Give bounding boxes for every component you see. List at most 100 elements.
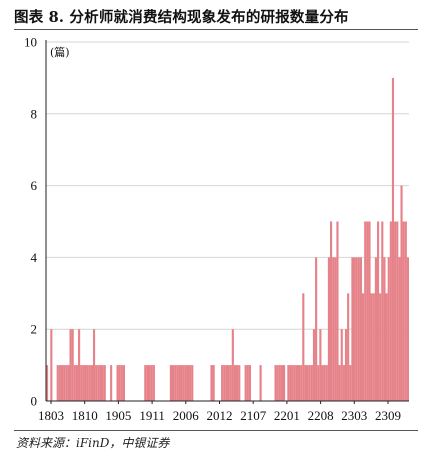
bar (82, 365, 85, 401)
bar (329, 221, 333, 401)
bar (280, 365, 284, 401)
bar (372, 293, 375, 401)
bar (174, 365, 177, 401)
bar (357, 257, 360, 401)
y-unit-label: (篇) (50, 45, 70, 59)
bar (191, 365, 194, 401)
bar (120, 365, 123, 401)
bar (180, 365, 183, 401)
bar (349, 365, 352, 401)
y-tick-label: 0 (31, 394, 38, 409)
bar (317, 365, 320, 401)
bar (169, 365, 172, 401)
bar (84, 365, 87, 401)
bar (144, 365, 147, 401)
x-tick-label: 2303 (341, 408, 367, 423)
x-tick-label: 1905 (105, 408, 131, 423)
x-tick-label: 1911 (139, 408, 165, 423)
bar (46, 365, 49, 401)
x-tick-label: 2006 (173, 408, 200, 423)
bar (351, 257, 354, 401)
bar (383, 257, 386, 401)
x-tick-label: 2201 (274, 408, 300, 423)
y-tick-label: 4 (31, 250, 38, 265)
bar (338, 365, 341, 401)
bar (259, 365, 262, 401)
bar (97, 365, 100, 401)
x-tick-label: 1803 (38, 408, 64, 423)
bar (379, 293, 382, 401)
bar (347, 293, 350, 401)
bar (364, 221, 367, 401)
bar (340, 329, 343, 401)
y-tick-label: 2 (31, 322, 38, 337)
source-note: 资料来源：iFinD，中银证券 (16, 436, 170, 450)
bar (186, 365, 190, 401)
bar (178, 365, 181, 401)
bar (278, 365, 281, 401)
bar (184, 365, 187, 401)
bar (291, 365, 294, 401)
x-tick-label: 2012 (207, 408, 233, 423)
gridlines (46, 41, 409, 330)
bar (63, 365, 66, 401)
bar (110, 365, 113, 401)
bar (122, 365, 126, 401)
bar (101, 365, 104, 401)
bar (223, 365, 226, 401)
bar (295, 365, 298, 401)
bar (227, 365, 230, 401)
bar (374, 257, 377, 401)
bar (146, 365, 149, 401)
bar (342, 365, 345, 401)
bar (353, 257, 356, 401)
bar (385, 293, 388, 401)
bar (321, 365, 324, 401)
bar (362, 293, 365, 401)
bar (306, 365, 309, 401)
bar (366, 221, 369, 401)
bar (359, 257, 363, 401)
bar (334, 257, 337, 401)
bar (336, 221, 339, 401)
bar (376, 221, 380, 401)
bar (116, 365, 119, 401)
x-tick-labels: 1803 1810 1905 1911 2006 2012 2107 2201 2208 2303… (38, 408, 401, 423)
bar (344, 329, 348, 401)
bar (90, 365, 93, 401)
bar (212, 365, 215, 401)
y-tick-label: 6 (31, 178, 38, 193)
bar (400, 185, 403, 401)
x-tick-label: 2208 (308, 408, 334, 423)
bar (118, 365, 121, 401)
bar (148, 365, 151, 401)
bar (99, 365, 102, 401)
bar (233, 365, 237, 401)
bar (244, 365, 247, 401)
bar-chart: 0 2 4 6 8 10 1803 1810 1905 1911 2006 2012 2107 2201… (24, 35, 409, 423)
y-tick-labels: 0 2 4 6 8 10 (24, 35, 38, 409)
bar (398, 257, 401, 401)
bar (248, 365, 251, 401)
bar (71, 329, 74, 401)
bar (225, 365, 228, 401)
bar (381, 221, 384, 401)
bar (319, 329, 322, 401)
bar (302, 293, 305, 401)
bar (236, 365, 239, 401)
bar (171, 365, 175, 401)
x-tick-label: 2107 (240, 408, 267, 423)
bar (78, 329, 81, 401)
bar (88, 365, 91, 401)
axes (45, 40, 409, 404)
bar (355, 257, 358, 401)
y-tick-label: 8 (31, 106, 38, 121)
figure-title: 图表 8. 分析师就消费结构现象发布的研报数量分布 (14, 9, 349, 26)
bar (406, 257, 409, 401)
bar (310, 365, 313, 401)
bar (394, 221, 397, 401)
bar (289, 365, 292, 401)
title-rule (14, 29, 418, 30)
bar (297, 365, 301, 401)
bar (274, 365, 277, 401)
